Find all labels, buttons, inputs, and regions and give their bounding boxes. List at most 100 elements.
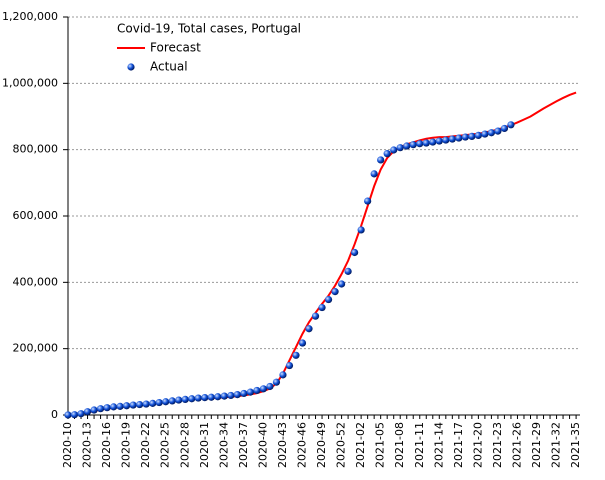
forecast-line [67,91,577,416]
actual-point [168,397,176,405]
x-tick-label: 2021-23 [491,422,504,468]
y-tick-label: 1,000,000 [2,76,58,89]
actual-point [227,391,235,400]
x-tick-label: 2020-43 [276,422,289,468]
x-tick-label: 2021-14 [432,422,445,468]
actual-point [214,393,222,401]
actual-point [103,404,111,412]
actual-point [246,388,254,396]
x-tick-label: 2021-32 [550,422,563,468]
actual-point [194,394,202,402]
x-tick-label: 2021-35 [569,422,582,468]
x-tick-label: 2020-22 [139,422,152,468]
actual-point [507,121,515,129]
actual-point [403,142,411,150]
x-tick-label: 2020-52 [335,422,348,468]
actual-point [96,405,105,413]
actual-point [123,402,131,410]
actual-point [344,267,352,275]
x-tick-label: 2020-34 [217,422,230,468]
actual-point [253,386,261,395]
actual-point [416,140,424,148]
actual-point [279,371,287,379]
actual-point [240,389,248,398]
actual-point [474,131,482,140]
actual-point [383,150,391,158]
actual-point [155,398,163,407]
actual-point [468,132,476,140]
actual-point [116,402,124,410]
x-tick-label: 2021-29 [530,422,543,468]
actual-point [272,378,281,386]
legend-label: Actual [150,60,188,74]
x-tick-label: 2020-16 [100,422,113,468]
actual-point [266,382,274,391]
actual-point [136,400,144,409]
x-tick-label: 2021-08 [393,422,406,468]
actual-point [448,135,456,143]
x-tick-label: 2020-37 [237,422,250,468]
actual-point [207,393,215,401]
actual-point [64,411,72,419]
actual-point [324,295,333,304]
actual-point [461,133,469,141]
actual-point [331,288,339,296]
actual-point [142,400,150,408]
x-tick-label: 2020-19 [120,422,133,468]
actual-point [377,156,385,164]
actual-point [149,399,157,407]
y-tick-label: 1,200,000 [2,10,58,23]
x-tick-label: 2020-25 [159,422,172,468]
actual-point [494,127,502,135]
actual-point [351,248,359,257]
x-tick-label: 2021-26 [510,422,523,468]
x-tick-label: 2021-17 [452,422,465,468]
chart-title: Covid-19, Total cases, Portugal [117,22,301,36]
actual-point [298,339,307,347]
y-tick-label: 0 [51,408,58,421]
actual-point [311,312,320,320]
x-tick-label: 2021-20 [471,422,484,468]
x-tick-label: 2020-28 [178,422,191,468]
x-tick-label: 2020-10 [61,422,74,468]
x-tick-label: 2020-13 [81,422,94,468]
actual-point [109,403,118,411]
actual-point [422,139,430,147]
actual-point [175,396,183,404]
actual-point [83,408,92,416]
actual-point [285,361,294,370]
actual-point [129,401,137,409]
actual-point [181,395,189,404]
actual-point [455,134,463,142]
x-tick-label: 2020-49 [315,422,328,468]
actual-point [500,124,509,133]
legend-swatch [127,63,135,71]
actual-point [162,398,170,406]
y-tick-label: 200,000 [13,342,59,355]
x-tick-label: 2021-11 [413,422,426,468]
actual-point [70,411,79,419]
y-tick-label: 800,000 [13,143,59,156]
actual-point [357,226,365,234]
actual-point [220,392,228,400]
actual-point [390,146,398,154]
x-tick-label: 2021-02 [354,422,367,468]
y-tick-label: 400,000 [13,275,59,288]
actual-point [233,391,241,399]
actual-point [305,325,313,333]
actual-point [201,393,209,402]
actual-point [90,406,98,414]
actual-point [396,144,404,152]
x-tick-label: 2020-31 [198,422,211,468]
actual-point [442,136,450,144]
x-tick-label: 2020-46 [296,422,309,468]
actual-point [429,138,437,146]
actual-point [259,385,268,393]
actual-point [370,170,378,178]
actual-point [77,410,85,418]
actual-point [435,137,443,145]
x-tick-label: 2020-40 [256,422,269,468]
legend-label: Forecast [150,41,201,55]
actual-point [364,197,372,205]
